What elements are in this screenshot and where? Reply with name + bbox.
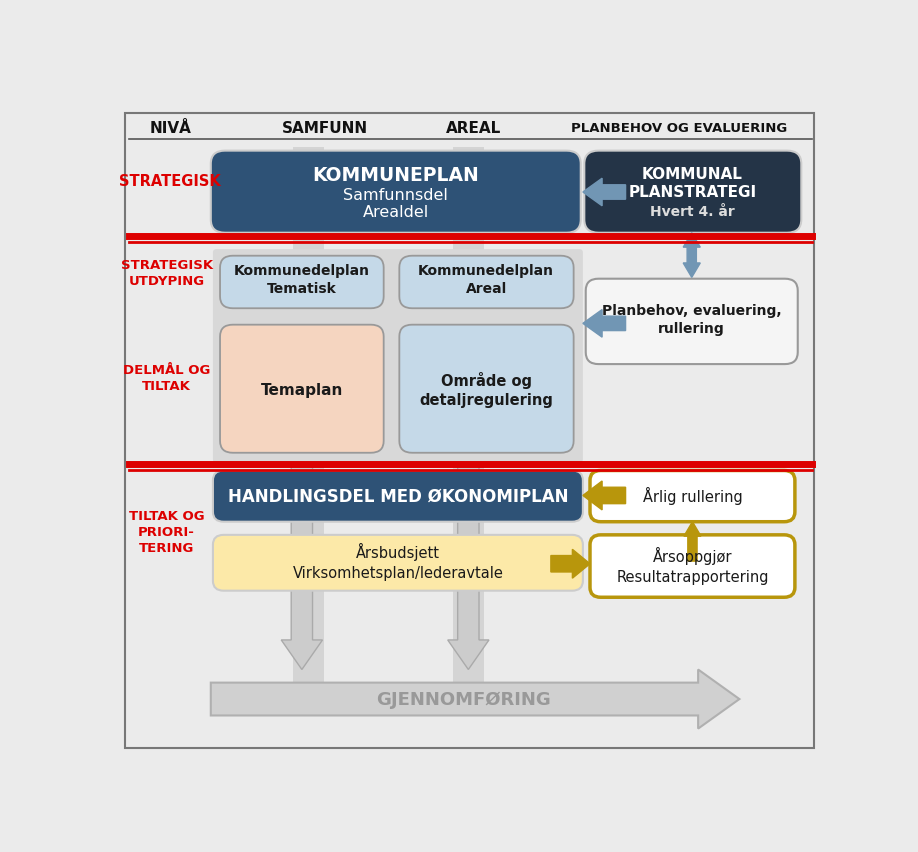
FancyBboxPatch shape bbox=[586, 279, 798, 365]
FancyBboxPatch shape bbox=[590, 535, 795, 597]
Text: KOMMUNAL: KOMMUNAL bbox=[642, 167, 743, 181]
Text: GJENNOMFØRING: GJENNOMFØRING bbox=[376, 690, 551, 708]
FancyBboxPatch shape bbox=[213, 250, 583, 463]
FancyBboxPatch shape bbox=[220, 325, 384, 453]
Text: Årsbudsjett
Virksomhetsplan/lederavtale: Årsbudsjett Virksomhetsplan/lederavtale bbox=[293, 543, 503, 580]
Text: STRATEGISK: STRATEGISK bbox=[119, 174, 221, 188]
Text: Kommunedelplan
Areal: Kommunedelplan Areal bbox=[418, 263, 554, 296]
Text: KOMMUNEPLAN: KOMMUNEPLAN bbox=[312, 166, 479, 185]
Text: AREAL: AREAL bbox=[446, 121, 501, 136]
FancyBboxPatch shape bbox=[399, 256, 574, 309]
Text: Årsoppgjør
Resultatrapportering: Årsoppgjør Resultatrapportering bbox=[616, 546, 768, 584]
Text: Hvert 4. år: Hvert 4. år bbox=[650, 204, 734, 219]
FancyBboxPatch shape bbox=[399, 325, 574, 453]
Text: Område og
detaljregulering: Område og detaljregulering bbox=[420, 371, 553, 408]
FancyBboxPatch shape bbox=[220, 256, 384, 309]
FancyBboxPatch shape bbox=[213, 471, 583, 522]
Polygon shape bbox=[211, 670, 739, 728]
Text: SAMFUNN: SAMFUNN bbox=[282, 121, 368, 136]
Polygon shape bbox=[281, 463, 322, 670]
Text: DELMÅL OG
TILTAK: DELMÅL OG TILTAK bbox=[123, 363, 210, 392]
Polygon shape bbox=[448, 463, 489, 670]
FancyBboxPatch shape bbox=[590, 471, 795, 522]
FancyBboxPatch shape bbox=[585, 152, 801, 233]
Polygon shape bbox=[551, 550, 590, 579]
FancyBboxPatch shape bbox=[211, 152, 581, 233]
FancyBboxPatch shape bbox=[213, 535, 583, 591]
Text: Planbehov, evaluering,
rullering: Planbehov, evaluering, rullering bbox=[602, 304, 781, 336]
Bar bbox=[293, 148, 324, 682]
Text: Temaplan: Temaplan bbox=[261, 382, 343, 397]
Polygon shape bbox=[583, 179, 625, 206]
Text: PLANSTRATEGI: PLANSTRATEGI bbox=[629, 185, 756, 200]
Polygon shape bbox=[684, 522, 701, 561]
Bar bbox=[453, 148, 484, 682]
Text: TILTAK OG
PRIORI-
TERING: TILTAK OG PRIORI- TERING bbox=[129, 509, 205, 555]
Text: PLANBEHOV OG EVALUERING: PLANBEHOV OG EVALUERING bbox=[571, 122, 787, 135]
Text: Samfunnsdel: Samfunnsdel bbox=[343, 188, 448, 203]
Text: HANDLINGSDEL MED ØKONOMIPLAN: HANDLINGSDEL MED ØKONOMIPLAN bbox=[228, 486, 568, 505]
Polygon shape bbox=[583, 310, 625, 337]
Polygon shape bbox=[583, 481, 625, 510]
Text: Årlig rullering: Årlig rullering bbox=[643, 486, 743, 505]
Text: Arealdel: Arealdel bbox=[363, 205, 429, 220]
Text: NIVÅ: NIVÅ bbox=[150, 121, 191, 136]
Text: STRATEGISK
UTDYPING: STRATEGISK UTDYPING bbox=[120, 258, 213, 287]
Text: Kommunedelplan
Tematisk: Kommunedelplan Tematisk bbox=[234, 263, 370, 296]
Polygon shape bbox=[683, 233, 700, 278]
